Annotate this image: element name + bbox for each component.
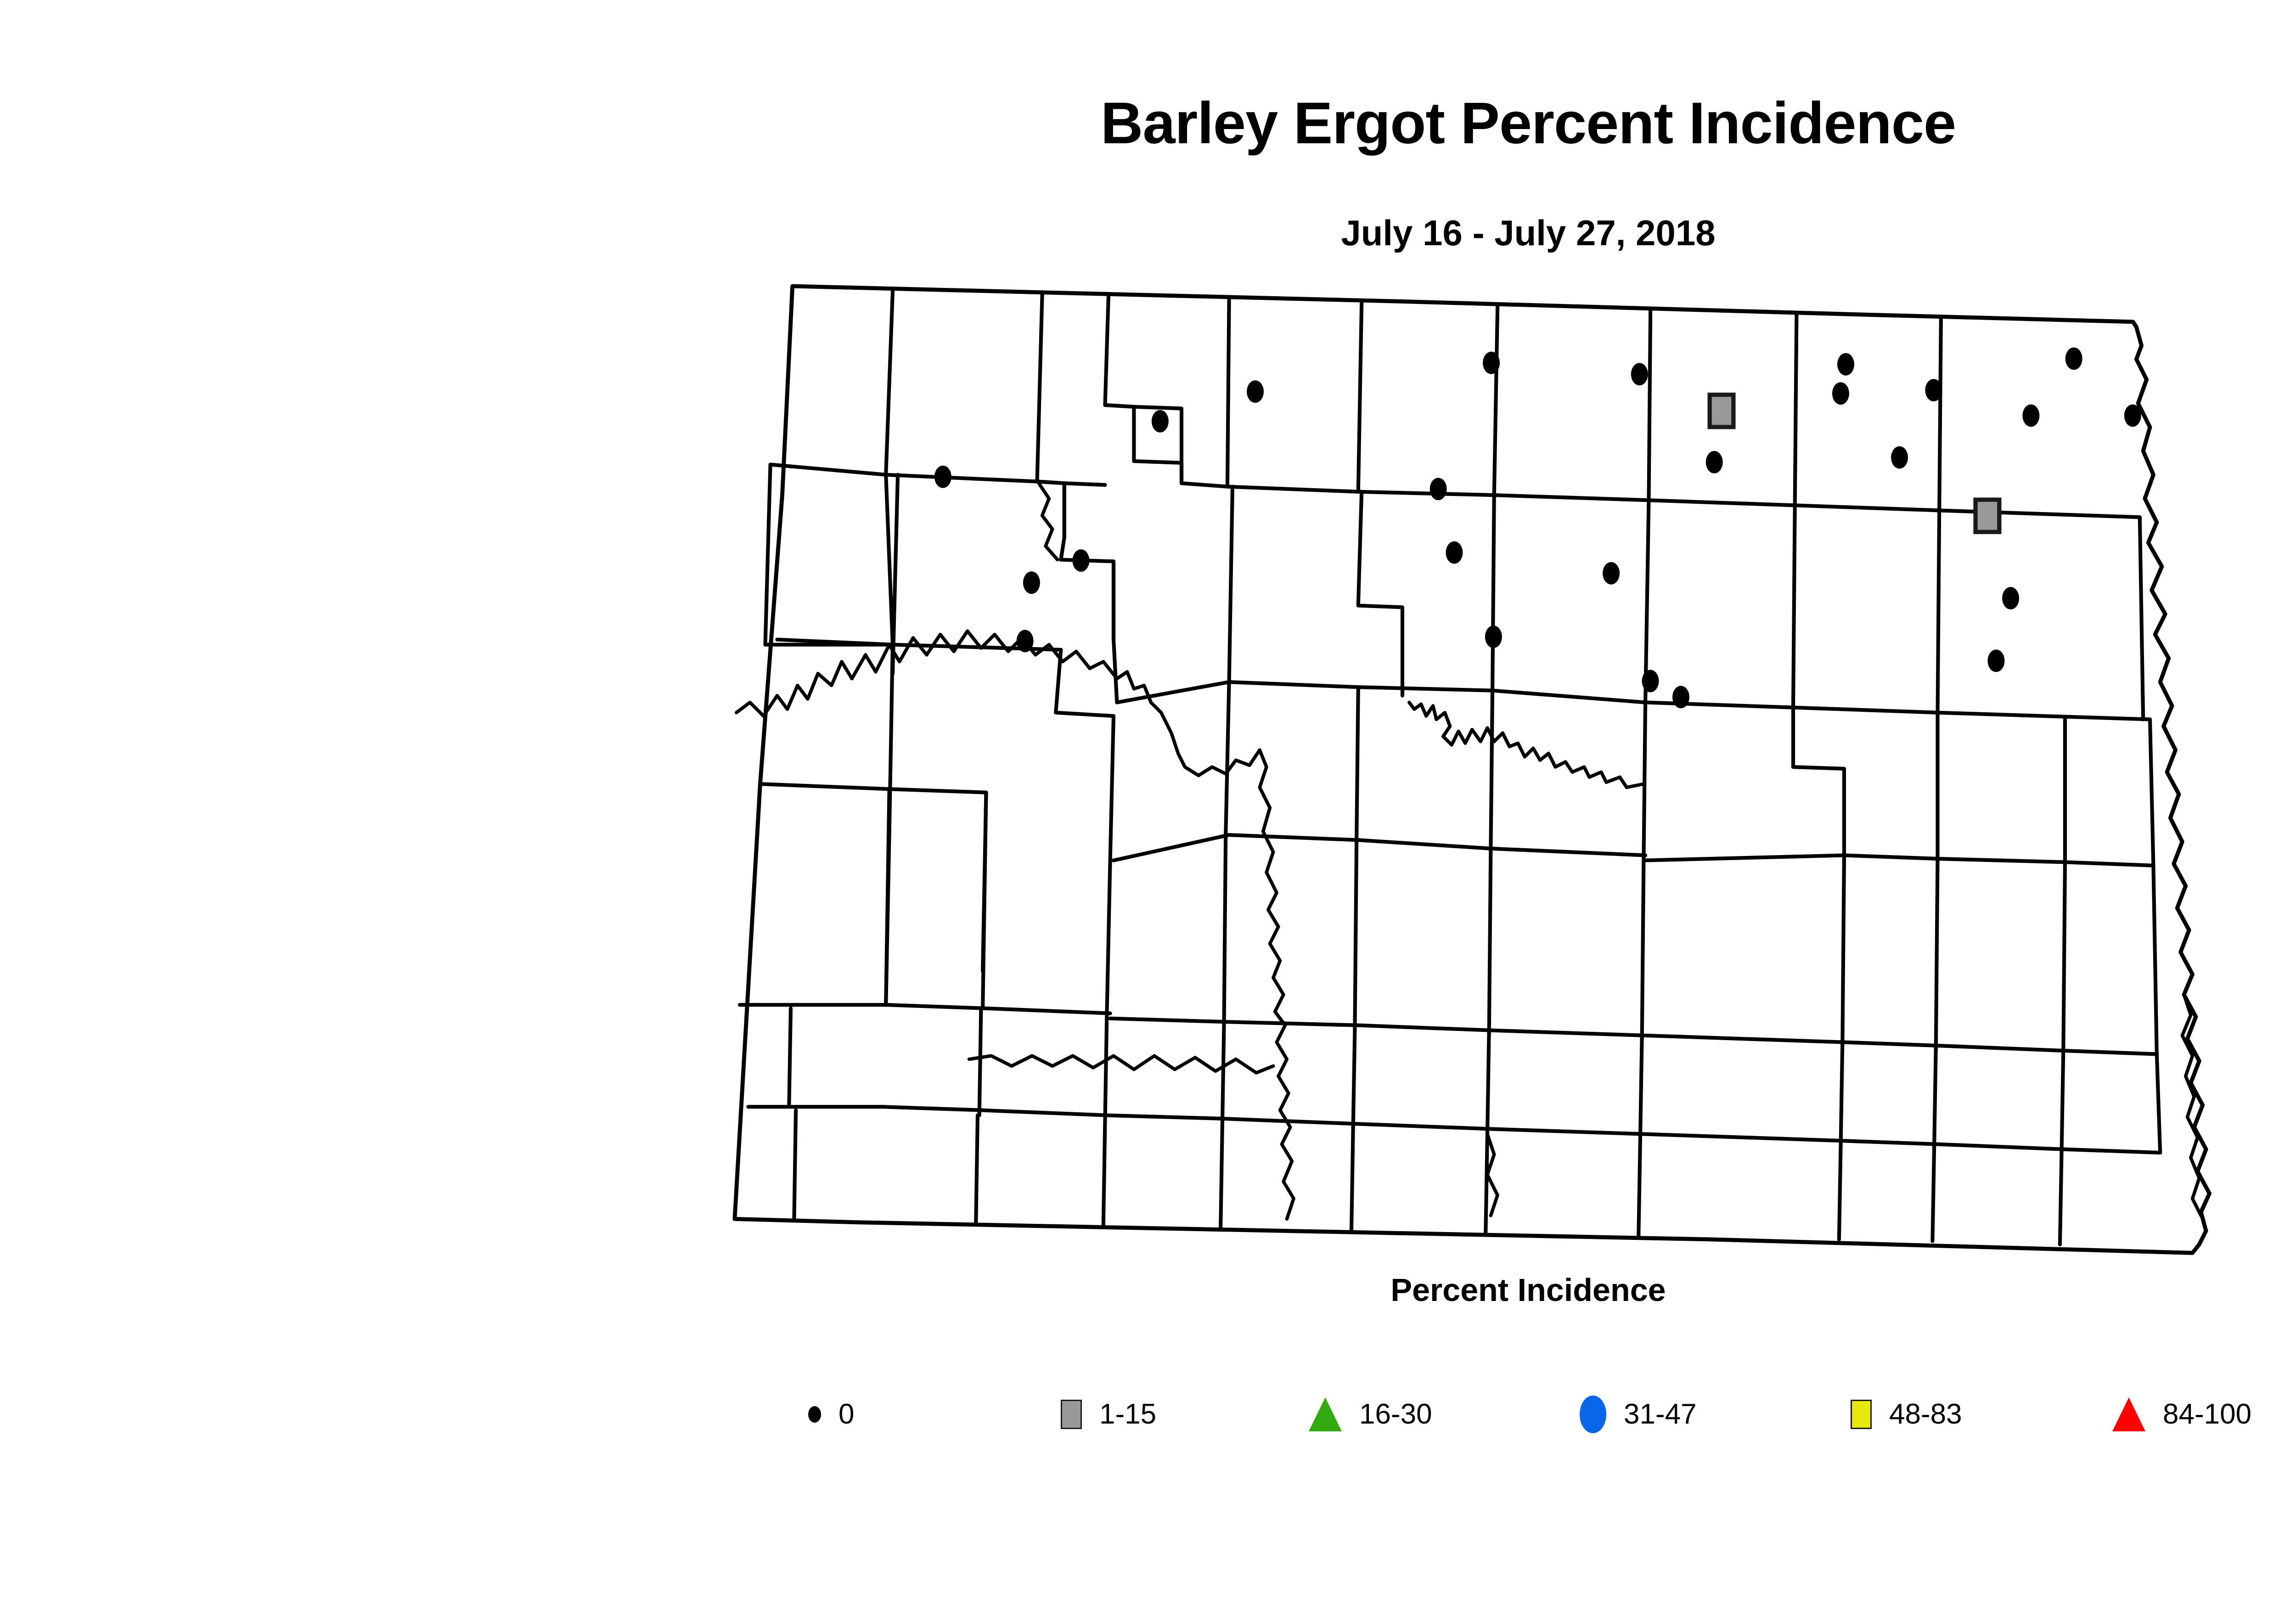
- map-data-point: [1891, 446, 1908, 469]
- lake-sakakawea: [734, 629, 1261, 777]
- map-data-point: [1485, 625, 1502, 648]
- legend-circle-icon: [1580, 1396, 1606, 1433]
- sheyenne-river: [1486, 1132, 1499, 1217]
- river-tributary-west: [967, 1054, 1275, 1075]
- legend-entry: 31-47: [1580, 1387, 1697, 1442]
- legend-label: 31-47: [1624, 1398, 1697, 1430]
- map-data-point: [1023, 571, 1040, 594]
- map-data-point: [1672, 686, 1689, 709]
- map-data-point: [1429, 478, 1447, 501]
- legend-entry: 16-30: [1309, 1387, 1432, 1442]
- map-data-point: [1642, 670, 1659, 692]
- map-data-point: [1837, 353, 1855, 376]
- legend-label: 48-83: [1889, 1398, 1962, 1430]
- data-point-layer: [934, 347, 2141, 709]
- map-data-point: [2022, 404, 2040, 427]
- legend-entry: 0: [808, 1387, 854, 1442]
- legend-label: 16-30: [1359, 1398, 1432, 1430]
- legend-circle-icon: [808, 1406, 821, 1423]
- map-data-point: [1631, 363, 1648, 386]
- map-data-point: [1483, 351, 1500, 374]
- state-outline: [732, 284, 2212, 1255]
- county-boundaries: [737, 289, 2162, 1246]
- legend-title: Percent Incidence: [1390, 1272, 1666, 1308]
- north-dakota-map: [732, 284, 2212, 1255]
- page-subtitle: July 16 - July 27, 2018: [1341, 213, 1716, 253]
- map-data-point: [1925, 379, 1942, 402]
- map-data-point: [1072, 549, 1090, 572]
- legend-square-icon: [1061, 1400, 1082, 1429]
- missouri-river: [1258, 748, 1295, 1221]
- map-data-point: [1705, 451, 1723, 473]
- map-data-point: [2002, 587, 2020, 610]
- map-data-point: [1016, 630, 1034, 653]
- map-data-point: [934, 465, 951, 488]
- devils-lake: [1407, 700, 1646, 789]
- map-data-point: [1446, 541, 1463, 564]
- map-data-point: [1987, 649, 2005, 672]
- page-title: Barley Ergot Percent Incidence: [1100, 90, 1956, 156]
- legend-label: 0: [838, 1398, 855, 1430]
- legend-triangle-icon: [2112, 1397, 2145, 1431]
- map-data-point: [1832, 382, 1849, 405]
- map-data-point: [1247, 380, 1264, 403]
- map-data-point: [1151, 410, 1169, 433]
- souris-river: [1037, 481, 1059, 562]
- legend-label: 84-100: [2163, 1398, 2252, 1430]
- red-river-south: [2180, 993, 2203, 1217]
- legend-entry: 84-100: [2112, 1387, 2251, 1442]
- map-data-point: [1603, 562, 1620, 585]
- legend-triangle-icon: [1309, 1397, 1342, 1431]
- legend-entry: 1-15: [1061, 1387, 1156, 1442]
- legend-label: 1-15: [1099, 1398, 1157, 1430]
- legend: 0 1-15 16-30 31-47 48-83 84-100: [781, 1387, 2296, 1451]
- map-data-point: [1973, 497, 2002, 535]
- map-data-point: [2124, 404, 2141, 427]
- legend-entry: 48-83: [1851, 1387, 1962, 1442]
- map-data-point: [2065, 347, 2082, 370]
- map-data-point: [1707, 392, 1736, 429]
- legend-square-icon: [1851, 1400, 1872, 1429]
